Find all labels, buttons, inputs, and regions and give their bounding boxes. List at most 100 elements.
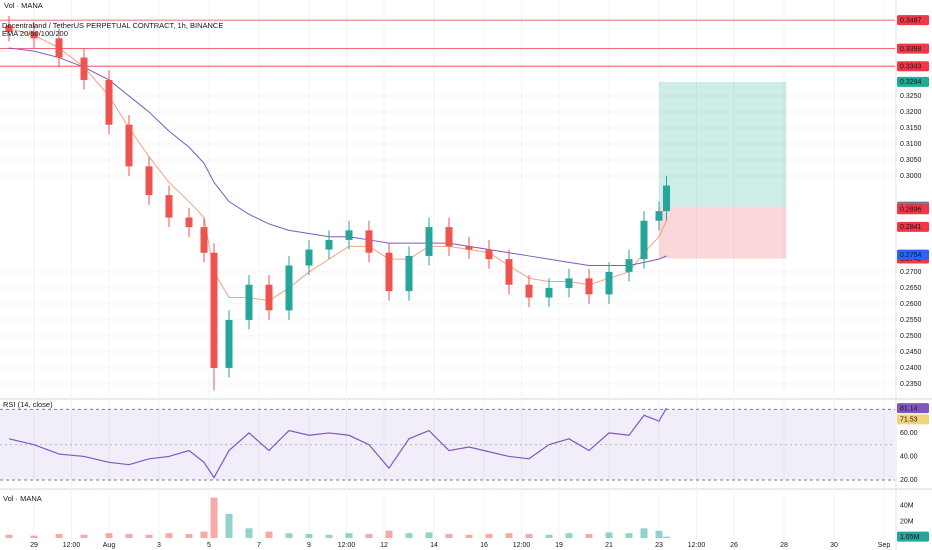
volume-bar xyxy=(185,533,193,538)
volume-bar xyxy=(305,533,313,538)
volume-bar xyxy=(640,528,648,538)
price-label: 0.2896 xyxy=(900,207,922,214)
rsi-line xyxy=(8,407,668,479)
y-tick-label: 40M xyxy=(900,503,914,510)
candle-body xyxy=(365,230,373,253)
y-tick-label: 0.2600 xyxy=(900,301,922,308)
candle-body xyxy=(525,284,533,298)
y-tick-label: 0.2500 xyxy=(900,333,922,340)
x-tick-label: 5 xyxy=(207,542,211,549)
volume-bar xyxy=(325,534,333,538)
x-tick-label: 28 xyxy=(780,542,788,549)
price-label-box xyxy=(897,414,929,425)
x-tick-label: 16 xyxy=(480,542,488,549)
x-tick-label: 21 xyxy=(605,542,613,549)
x-tick-label: 19 xyxy=(555,542,563,549)
candle-body xyxy=(425,227,433,256)
candle-body xyxy=(405,255,413,292)
x-tick-label: 29 xyxy=(30,542,38,549)
y-tick-label: 0.3200 xyxy=(900,109,922,116)
price-label-box xyxy=(897,15,929,26)
volume-bar xyxy=(245,528,253,538)
candle-body xyxy=(565,278,573,288)
y-tick-label: 0.2450 xyxy=(900,349,922,356)
volume-bar xyxy=(285,533,293,538)
stop-loss-zone xyxy=(659,206,787,259)
x-tick-label: 3 xyxy=(157,542,161,549)
price-label-box xyxy=(897,403,929,414)
candle-body xyxy=(305,249,313,266)
candle-body xyxy=(30,31,38,39)
y-tick-label: 60.00 xyxy=(900,430,918,437)
volume-bar xyxy=(30,535,38,538)
candle-body xyxy=(655,211,663,221)
volume-bar xyxy=(80,534,88,538)
candle-body xyxy=(185,217,193,228)
y-tick-label: 0.3050 xyxy=(900,157,922,164)
candle-body xyxy=(605,271,613,295)
volume-bar xyxy=(55,533,63,538)
x-tick-label: 12:00 xyxy=(63,542,81,549)
y-tick-label: 0.2400 xyxy=(900,365,922,372)
volume-bar xyxy=(425,532,433,538)
candle-body xyxy=(285,265,293,311)
candle-body xyxy=(625,259,633,272)
volume-bar xyxy=(605,532,613,538)
y-tick-label: 40.00 xyxy=(900,453,918,460)
price-label-box xyxy=(897,76,929,87)
candle-body xyxy=(465,246,473,250)
candle-body xyxy=(5,25,13,32)
candle-body xyxy=(545,287,553,298)
x-tick-label: Aug xyxy=(103,542,116,549)
volume-bar xyxy=(365,533,373,538)
x-tick-label: 12:00 xyxy=(688,542,706,549)
x-tick-label: Sep xyxy=(878,542,891,549)
price-label: 1.65M xyxy=(900,534,920,541)
x-tick-label: 30 xyxy=(830,542,838,549)
y-tick-label: 0.2650 xyxy=(900,285,922,292)
candle-body xyxy=(640,220,648,260)
candle-body xyxy=(225,319,233,368)
volume-bar xyxy=(505,533,513,538)
price-label: 0.2754 xyxy=(900,252,922,259)
candle-body xyxy=(325,239,333,250)
price-label: 0.3294 xyxy=(900,79,922,86)
y-tick-label: 0.2700 xyxy=(900,269,922,276)
volume-bar xyxy=(265,531,273,538)
y-tick-label: 0.3100 xyxy=(900,141,922,148)
chart-title: Decentraland / TetherUS PERPETUAL CONTRA… xyxy=(2,21,223,30)
price-label: 71.53 xyxy=(900,417,918,424)
price-label-box xyxy=(897,61,929,72)
volume-bar xyxy=(465,534,473,538)
price-label-box xyxy=(897,43,929,54)
take-profit-zone xyxy=(659,81,787,207)
volume-bar xyxy=(200,531,208,538)
x-tick-label: 23 xyxy=(655,542,663,549)
volume-bar xyxy=(625,533,633,538)
volume-bar xyxy=(5,534,13,538)
volume-bar xyxy=(125,533,133,538)
price-label: 0.3398 xyxy=(900,46,922,53)
y-tick-label: 20.00 xyxy=(900,477,918,484)
x-tick-label: 14 xyxy=(430,542,438,549)
volume-bar xyxy=(145,534,153,538)
candle-body xyxy=(165,195,173,218)
volume-bar xyxy=(663,536,670,538)
candle-body xyxy=(105,79,113,125)
volume-bar xyxy=(565,533,573,538)
price-label: 0.3343 xyxy=(900,64,922,71)
candle-body xyxy=(55,38,63,58)
price-label-box xyxy=(897,249,929,260)
y-tick-label: 20M xyxy=(900,519,914,526)
volume-bar xyxy=(545,534,553,538)
candle-body xyxy=(445,227,453,247)
volume-title: Vol · MANA xyxy=(3,494,42,503)
price-label-box xyxy=(897,531,929,542)
candle-body xyxy=(145,166,153,196)
candle-body xyxy=(245,284,253,320)
y-tick-label: 0.2550 xyxy=(900,317,922,324)
volume-bar xyxy=(385,530,393,538)
y-tick-label: 0.3000 xyxy=(900,173,922,180)
